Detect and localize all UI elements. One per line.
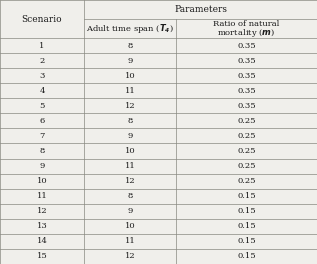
Text: 10: 10: [125, 72, 135, 80]
Text: 0.25: 0.25: [237, 147, 256, 155]
Text: 4: 4: [39, 87, 45, 95]
Text: 0.15: 0.15: [237, 222, 256, 230]
Text: 10: 10: [125, 222, 135, 230]
Text: 0.35: 0.35: [237, 72, 256, 80]
Text: 8: 8: [127, 41, 133, 50]
Text: 8: 8: [127, 192, 133, 200]
Text: 11: 11: [37, 192, 47, 200]
Text: 15: 15: [37, 252, 47, 261]
Text: 12: 12: [37, 207, 47, 215]
Text: 5: 5: [39, 102, 45, 110]
Text: 6: 6: [39, 117, 45, 125]
Text: 0.35: 0.35: [237, 56, 256, 65]
Text: 8: 8: [127, 117, 133, 125]
Text: Parameters: Parameters: [174, 5, 227, 14]
Text: 0.35: 0.35: [237, 87, 256, 95]
Text: Scenario: Scenario: [22, 15, 62, 23]
Text: 0.15: 0.15: [237, 207, 256, 215]
Text: 12: 12: [125, 102, 135, 110]
Text: Ratio of natural: Ratio of natural: [213, 20, 280, 28]
Text: 13: 13: [37, 222, 47, 230]
Text: 9: 9: [127, 132, 133, 140]
Text: 12: 12: [125, 252, 135, 261]
Text: 7: 7: [39, 132, 45, 140]
Text: 0.35: 0.35: [237, 41, 256, 50]
Text: 1: 1: [39, 41, 45, 50]
Text: mortality ($\bfit{m}$): mortality ($\bfit{m}$): [217, 27, 275, 39]
Text: 8: 8: [39, 147, 45, 155]
Text: 0.35: 0.35: [237, 102, 256, 110]
Text: 10: 10: [37, 177, 47, 185]
Text: 0.25: 0.25: [237, 162, 256, 170]
Text: 0.25: 0.25: [237, 132, 256, 140]
Text: 10: 10: [125, 147, 135, 155]
Text: Adult time span ($\bfit{T}_4$): Adult time span ($\bfit{T}_4$): [86, 22, 174, 35]
Text: 0.25: 0.25: [237, 117, 256, 125]
Text: 0.15: 0.15: [237, 237, 256, 246]
Text: 9: 9: [127, 207, 133, 215]
Text: 2: 2: [39, 56, 45, 65]
Text: 14: 14: [36, 237, 48, 246]
Text: 3: 3: [39, 72, 45, 80]
Text: 9: 9: [127, 56, 133, 65]
Text: 0.25: 0.25: [237, 177, 256, 185]
Text: 0.15: 0.15: [237, 192, 256, 200]
Text: 0.15: 0.15: [237, 252, 256, 261]
Text: 11: 11: [125, 162, 135, 170]
Text: 12: 12: [125, 177, 135, 185]
Text: 11: 11: [125, 87, 135, 95]
Text: 9: 9: [39, 162, 45, 170]
Text: 11: 11: [125, 237, 135, 246]
